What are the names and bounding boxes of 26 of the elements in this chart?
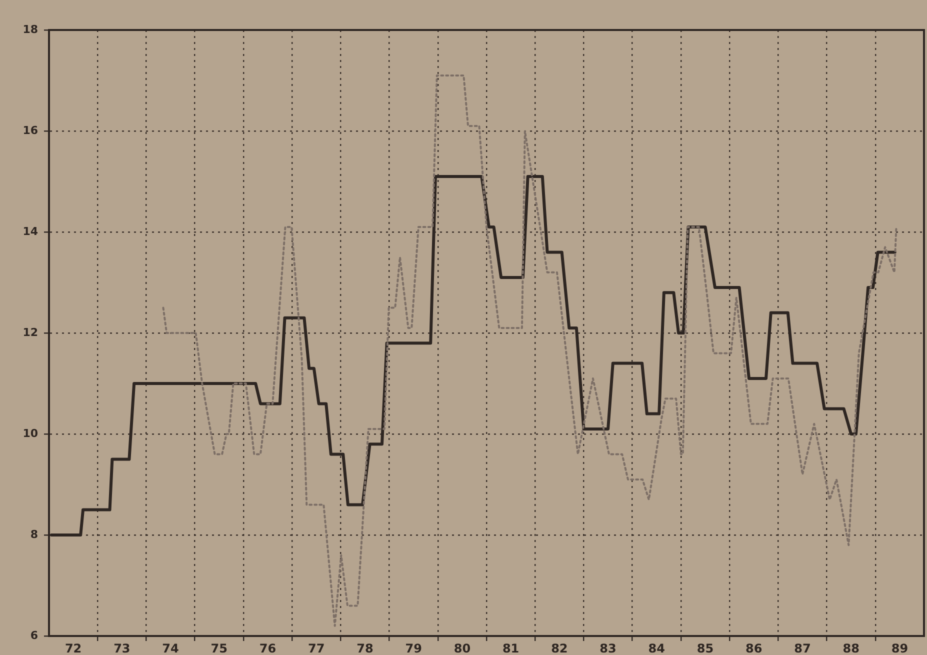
x-tick-label: 84: [648, 641, 665, 655]
x-tick-label: 89: [891, 641, 908, 655]
y-tick-label: 8: [30, 528, 38, 541]
x-tick-label: 88: [842, 641, 860, 655]
x-tick-label: 81: [502, 641, 520, 655]
x-tick-label: 80: [454, 641, 471, 655]
y-tick-label: 14: [22, 224, 38, 238]
x-tick-label: 72: [64, 641, 82, 655]
x-tick-label: 83: [600, 641, 616, 655]
y-tick-label: 10: [22, 426, 38, 440]
y-tick-label: 12: [22, 326, 38, 339]
x-tick-label: 85: [696, 641, 714, 655]
x-tick-label: 73: [114, 641, 130, 655]
y-tick-label: 16: [22, 124, 38, 137]
x-tick-label: 74: [162, 641, 179, 655]
x-tick-label: 86: [746, 641, 762, 655]
x-tick-label: 75: [210, 641, 228, 655]
x-tick-label: 87: [794, 641, 811, 655]
line-series: [162, 74, 898, 627]
y-tick-label: 6: [30, 628, 38, 642]
x-tick-label: 79: [405, 641, 422, 655]
x-tick-label: 76: [259, 641, 276, 655]
x-tick-label: 78: [356, 641, 374, 655]
x-tick-label: 82: [551, 641, 568, 655]
x-tick-label: 77: [308, 641, 325, 655]
y-tick-label: 18: [22, 22, 38, 36]
